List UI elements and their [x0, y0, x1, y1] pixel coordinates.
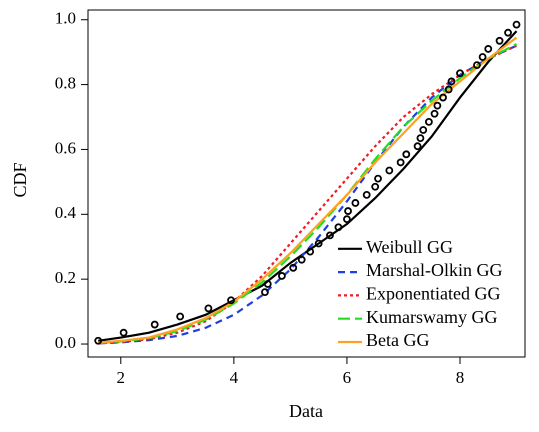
data-point [484, 45, 493, 53]
data-point [227, 296, 235, 305]
legend-label: Kumarswamy GG [366, 307, 497, 327]
legend-label: Marshal-Olkin GG [366, 260, 502, 280]
y-tick-label: 0.8 [55, 73, 76, 92]
data-point [385, 166, 394, 175]
data-point [334, 223, 343, 232]
data-point [424, 117, 433, 126]
data-point [478, 53, 487, 61]
data-point [456, 69, 464, 78]
data-point [343, 215, 351, 224]
data-point [344, 207, 352, 215]
data-point [371, 182, 380, 191]
plot-frame [87, 9, 526, 358]
data-point [374, 174, 382, 183]
y-tick-label: 0.0 [55, 333, 76, 352]
x-tick-label: 6 [343, 368, 352, 387]
data-point [396, 158, 405, 167]
cdf-line [98, 44, 517, 345]
data-point [402, 150, 411, 159]
cdf-line [98, 36, 518, 344]
data-point [439, 93, 447, 102]
x-axis-label: Data [289, 401, 323, 421]
legend-label: Weibull GG [366, 237, 453, 257]
x-tick-label: 2 [117, 368, 126, 387]
x-tick-label: 4 [230, 368, 239, 387]
data-point [433, 101, 442, 110]
y-tick-label: 0.2 [55, 268, 76, 287]
legend-label: Beta GG [366, 330, 429, 350]
data-point [297, 255, 306, 264]
data-point [263, 280, 272, 288]
data-point [94, 336, 103, 345]
cdf-line [98, 44, 517, 345]
x-tick-label: 8 [456, 368, 465, 387]
data-point [504, 28, 512, 37]
data-point [473, 61, 481, 70]
data-point [176, 312, 185, 321]
data-point [306, 247, 315, 256]
data-point [289, 263, 298, 272]
data-point [430, 109, 439, 118]
data-point [495, 36, 504, 45]
data-point [119, 328, 128, 337]
y-tick-label: 1.0 [55, 9, 76, 28]
data-point [512, 20, 521, 29]
legend-label: Exponentiated GG [366, 284, 500, 304]
data-point [444, 85, 453, 94]
y-tick-label: 0.4 [55, 203, 77, 222]
data-point [150, 320, 159, 329]
data-point [416, 134, 425, 142]
data-point [351, 199, 360, 207]
y-axis-label: CDF [10, 162, 30, 197]
data-point [326, 231, 334, 240]
data-point [204, 304, 213, 313]
data-point [447, 77, 456, 86]
data-point [278, 272, 286, 280]
y-tick-label: 0.6 [55, 138, 76, 157]
data-point [362, 190, 371, 199]
data-point [314, 239, 323, 248]
data-point [413, 142, 422, 151]
data-point [261, 288, 269, 297]
data-point [419, 126, 428, 134]
